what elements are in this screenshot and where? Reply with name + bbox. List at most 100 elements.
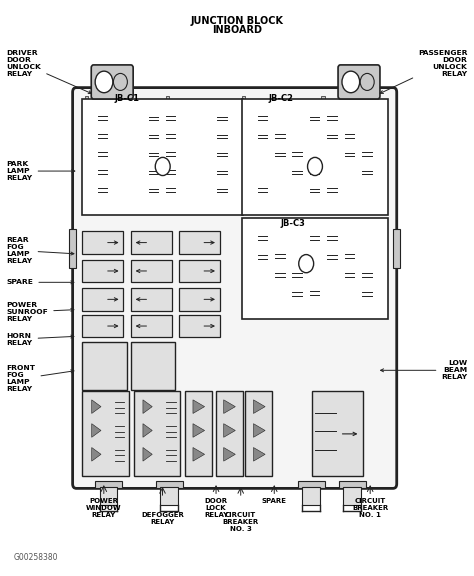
Bar [86, 371, 91, 373]
Text: DOOR
LOCK
RELAY: DOOR LOCK RELAY [204, 498, 228, 518]
Bar [134, 391, 180, 476]
Polygon shape [115, 152, 124, 156]
Bar [321, 96, 325, 103]
FancyBboxPatch shape [73, 88, 397, 488]
Polygon shape [345, 116, 353, 120]
Bar [132, 152, 141, 156]
Bar [327, 152, 336, 156]
Polygon shape [362, 255, 371, 258]
Bar [166, 96, 170, 103]
Bar [302, 487, 320, 505]
Bar [131, 314, 172, 338]
Text: HORN
RELAY: HORN RELAY [7, 332, 74, 346]
Polygon shape [224, 424, 235, 437]
Polygon shape [183, 152, 191, 156]
Bar [131, 260, 172, 282]
Text: CIRCUIT
BREAKER
NO. 1: CIRCUIT BREAKER NO. 1 [352, 498, 388, 518]
Bar [275, 170, 283, 174]
Polygon shape [275, 116, 283, 120]
Bar [338, 481, 365, 488]
Bar [160, 487, 178, 505]
Bar [310, 134, 319, 138]
Bar [131, 288, 172, 310]
Bar [257, 152, 266, 156]
Polygon shape [115, 134, 124, 138]
Polygon shape [135, 349, 140, 352]
Bar [179, 260, 220, 282]
Text: POWER
WINDOW
RELAY: POWER WINDOW RELAY [86, 498, 122, 518]
Polygon shape [327, 291, 336, 295]
Bar [216, 391, 243, 476]
Bar [82, 391, 129, 476]
Bar [362, 188, 371, 192]
Bar [292, 236, 301, 240]
Bar [242, 99, 388, 215]
Bar [310, 255, 319, 258]
Bar [85, 96, 89, 103]
FancyBboxPatch shape [338, 65, 380, 99]
Bar [95, 481, 122, 488]
Bar [82, 231, 123, 254]
Bar [132, 188, 141, 192]
Polygon shape [146, 370, 151, 374]
Text: CIRCUIT
BREAKER
NO. 3: CIRCUIT BREAKER NO. 3 [223, 512, 259, 532]
Bar [200, 134, 209, 138]
Text: PASSENGER
DOOR
UNLOCK
RELAY: PASSENGER DOOR UNLOCK RELAY [380, 50, 467, 93]
Text: SPARE: SPARE [7, 279, 74, 285]
Bar [179, 288, 220, 310]
Bar [327, 273, 336, 276]
Bar [156, 349, 162, 352]
Circle shape [155, 157, 170, 176]
Bar [200, 116, 209, 120]
Bar [179, 231, 220, 254]
Bar [108, 349, 113, 352]
Text: JUNCTION BLOCK: JUNCTION BLOCK [191, 16, 283, 25]
Polygon shape [362, 134, 371, 138]
Polygon shape [193, 424, 205, 437]
Bar [242, 218, 388, 319]
Bar [200, 170, 209, 174]
Polygon shape [115, 116, 124, 120]
Text: INBOARD: INBOARD [212, 25, 262, 35]
Circle shape [308, 157, 322, 176]
Bar [275, 291, 283, 295]
Polygon shape [254, 424, 265, 437]
Bar [345, 291, 353, 295]
Polygon shape [254, 400, 265, 414]
Circle shape [299, 255, 314, 272]
Polygon shape [254, 448, 265, 461]
Polygon shape [183, 188, 191, 192]
Bar [131, 231, 172, 254]
Circle shape [113, 73, 128, 90]
Polygon shape [91, 400, 101, 414]
Bar [82, 288, 123, 310]
Bar [200, 188, 209, 192]
Text: G00258380: G00258380 [13, 552, 58, 562]
Circle shape [95, 71, 113, 93]
Polygon shape [257, 170, 266, 174]
Polygon shape [275, 236, 283, 240]
Text: JB-C1: JB-C1 [115, 94, 140, 104]
Polygon shape [292, 255, 301, 258]
Bar [393, 229, 400, 268]
Text: DRIVER
DOOR
UNLOCK
RELAY: DRIVER DOOR UNLOCK RELAY [7, 50, 91, 94]
Bar [311, 391, 363, 476]
Text: FRONT
FOG
LAMP
RELAY: FRONT FOG LAMP RELAY [7, 365, 74, 392]
FancyBboxPatch shape [91, 65, 133, 99]
Bar [131, 342, 175, 390]
Bar [82, 260, 123, 282]
Bar [185, 391, 212, 476]
Bar [82, 314, 123, 338]
Text: PARK
LAMP
RELAY: PARK LAMP RELAY [7, 161, 75, 181]
Bar [132, 134, 141, 138]
Polygon shape [193, 448, 205, 461]
Polygon shape [86, 349, 91, 352]
Bar [343, 487, 361, 505]
Text: SPARE: SPARE [262, 498, 287, 504]
Polygon shape [345, 236, 353, 240]
Bar [345, 170, 353, 174]
Bar [145, 360, 151, 362]
Polygon shape [183, 116, 191, 120]
Bar [132, 116, 141, 120]
Text: POWER
SUNROOF
RELAY: POWER SUNROOF RELAY [7, 302, 74, 322]
